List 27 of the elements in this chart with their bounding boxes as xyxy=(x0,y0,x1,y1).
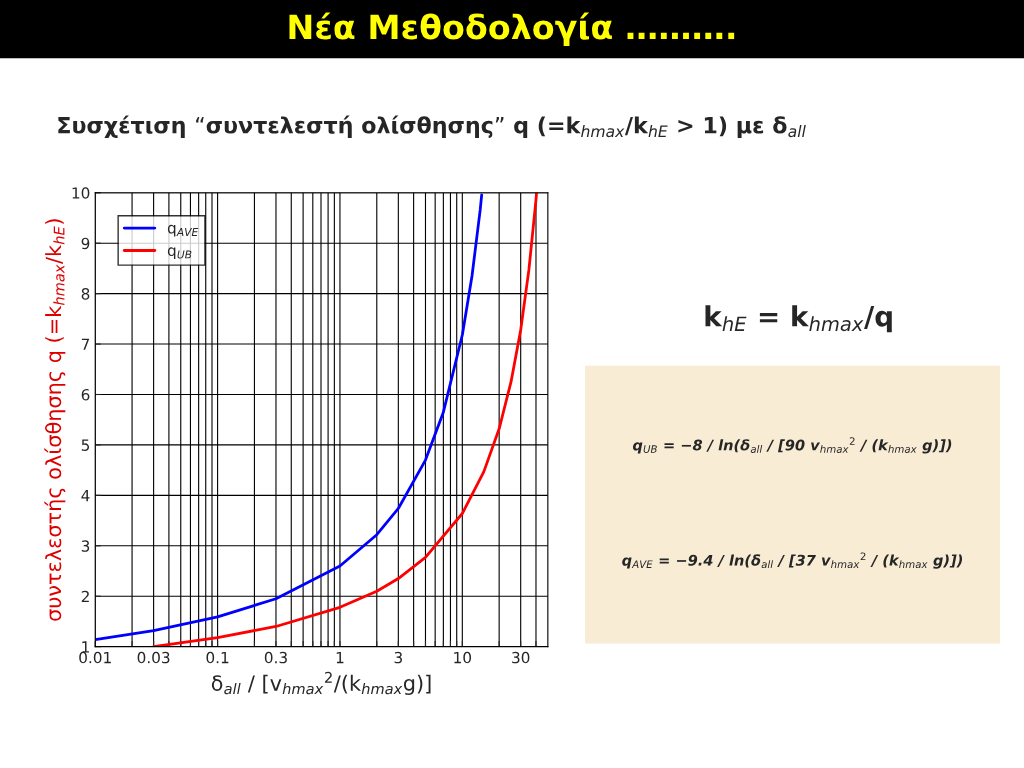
x-tick-label: 3 xyxy=(394,651,402,664)
x-tick-label: 0.01 xyxy=(79,651,111,664)
y-tick-label: 8 xyxy=(81,288,90,300)
legend-label: q$_{UB}$ xyxy=(167,247,192,260)
y-tick-label: 5 xyxy=(81,439,90,451)
text: q$_{AVE}$ = −9.4 / ln(δ$_{all}$ / [37 v$_{hmax}$$^{2}$ / (k$_{hmax}$ g)]) xyxy=(622,552,963,569)
x-tick-label: 0.1 xyxy=(206,651,229,664)
y-tick-label: 10 xyxy=(72,187,90,199)
y-tick-label: 4 xyxy=(81,490,90,502)
text: k$_{hE}$ = k$_{hmax}$/q xyxy=(705,305,892,333)
x-axis-title: δ$_{all}$ / [v$_{hmax}$$^{2}$/(k$_{hmax}$g)] xyxy=(211,671,431,695)
x-tick-label: 1 xyxy=(336,651,344,664)
y-tick-label: 6 xyxy=(81,388,90,401)
chart-subtitle: Συσχέτιση “συντελεστή ολίσθησης” q (=k$_{hmax}$/k$_{hE}$ > 1) με δ$_{all}$ xyxy=(58,115,806,138)
x-tick-label: 30 xyxy=(512,651,530,664)
chart-title: Νέα Μεθοδολογία ………. xyxy=(289,12,735,46)
legend-label: q$_{AVE}$ xyxy=(167,224,199,237)
y-tick-label: 9 xyxy=(81,237,90,250)
x-tick-label: 0.03 xyxy=(137,651,170,664)
x-tick-label: 0.3 xyxy=(264,651,287,664)
x-tick-label: 10 xyxy=(454,651,472,664)
y-tick-label: 1 xyxy=(82,641,89,653)
y-tick-label: 3 xyxy=(81,540,90,552)
y-tick-label: 2 xyxy=(81,590,89,603)
y-axis-title: συντελεστής ολίσθησης q (=k$_{hmax}$/k$_{hE}$) xyxy=(44,219,66,621)
y-tick-label: 7 xyxy=(81,338,90,350)
text: q$_{UB}$ = −8 / ln(δ$_{all}$ / [90 v$_{hmax}$$^{2}$ / (k$_{hmax}$ g)]) xyxy=(632,437,952,454)
